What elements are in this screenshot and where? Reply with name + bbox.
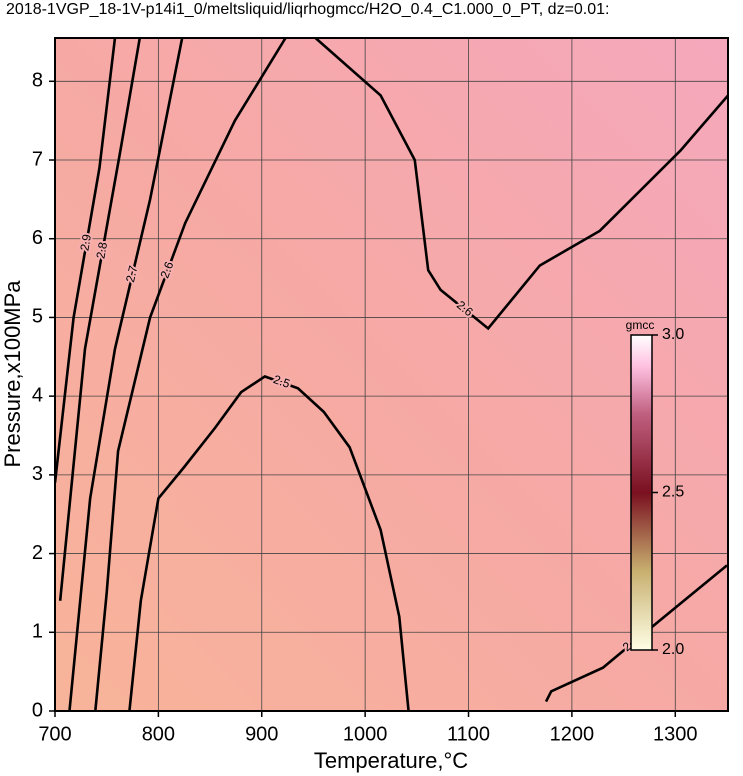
chart-title: 2018-1VGP_18-1V-p14i1_0/meltsliquid/liqr… [6,1,610,18]
x-tick-label: 1300 [653,723,698,745]
plot-background [55,38,728,711]
colorbar-tick-label: 2.5 [662,484,684,501]
contour-label: 2.7 [123,264,141,284]
plot-frame [54,37,729,712]
contour-label: 2.9 [77,233,94,252]
colorbar-tick-label: 3.0 [662,326,684,343]
y-axis-label: Pressure,x100MPa [0,280,25,468]
contour-label: 2.8 [93,241,110,260]
contour-line [55,38,117,483]
colorbar [630,334,653,651]
y-tick-label: 4 [32,384,43,406]
contour-line [314,38,728,331]
x-tick-label: 700 [38,723,71,745]
contour-line [128,375,410,711]
x-tick-label: 900 [245,723,278,745]
contour-line [94,38,287,711]
x-tick-label: 1000 [343,723,388,745]
x-tick-label: 1200 [550,723,595,745]
y-tick-label: 5 [32,306,43,328]
y-tick-label: 0 [32,699,43,721]
x-tick-label: 800 [142,723,175,745]
y-tick-label: 7 [32,148,43,170]
y-tick-label: 8 [32,70,43,92]
contour-line [544,564,728,703]
y-tick-label: 3 [32,463,43,485]
contour-line [68,38,184,711]
y-tick-label: 1 [32,621,43,643]
x-axis-label: Temperature,°C [314,748,468,773]
colorbar-tick-label: 2.0 [662,641,684,658]
x-tick-label: 1100 [447,723,490,745]
contour-line [58,38,142,601]
colorbar-label: gmcc [626,318,655,332]
y-tick-label: 6 [32,227,43,249]
y-tick-label: 2 [32,542,43,564]
